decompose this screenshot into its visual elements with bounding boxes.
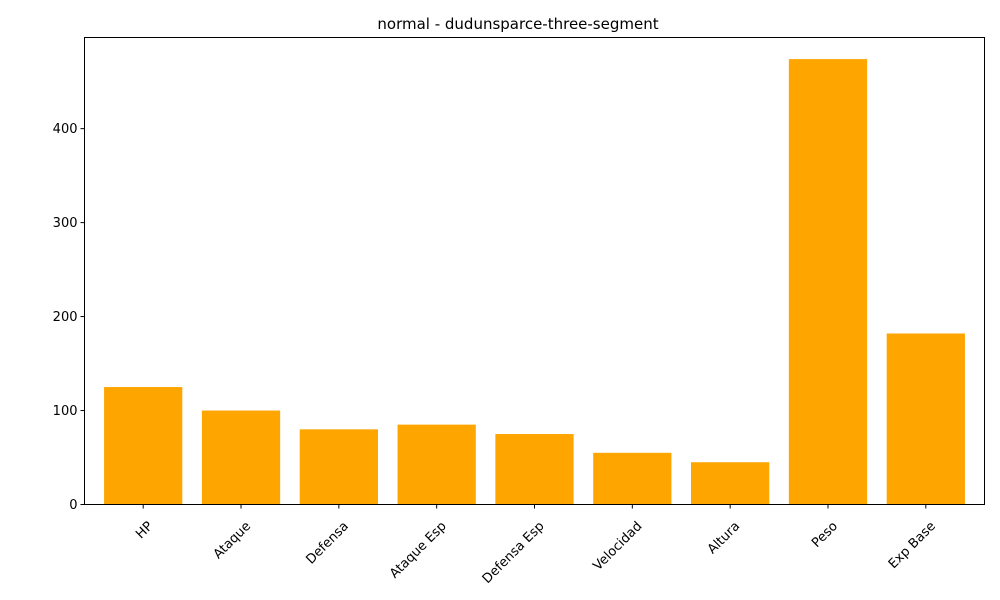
y-tick-label: 200 (53, 310, 78, 325)
bar-peso (788, 59, 868, 505)
bars-group (104, 59, 965, 505)
bar-altura (691, 462, 770, 505)
x-tick-label: Velocidad (590, 519, 645, 574)
y-tick-label: 100 (53, 404, 78, 419)
bar-ataque-esp (397, 424, 476, 505)
y-tick-label: 300 (53, 216, 78, 231)
x-tick-label: Peso (809, 519, 841, 551)
y-tick-label: 0 (69, 498, 77, 513)
x-axis: HP Ataque Defensa Ataque Esp Defensa Esp Velo… (133, 504, 939, 587)
x-tick-label: Exp Base (886, 519, 939, 572)
plot-frame (84, 37, 985, 505)
bar-exp-base (886, 333, 965, 505)
x-tick-label: Defensa Esp (480, 519, 548, 587)
bar-hp (104, 387, 183, 505)
x-tick-label: Defensa (303, 519, 351, 567)
x-tick-label: Ataque (211, 519, 254, 562)
x-tick-label: Altura (705, 519, 743, 557)
bar-defensa-esp (495, 434, 574, 505)
y-tick-label: 400 (53, 122, 78, 137)
bar-ataque (201, 410, 281, 505)
bar-defensa (299, 429, 378, 505)
bar-velocidad (593, 452, 672, 505)
y-axis: 0 100 200 300 400 (53, 122, 85, 513)
x-tick-label: Ataque Esp (387, 519, 450, 582)
chart-title: normal - dudunsparce-three-segment (377, 15, 658, 33)
x-tick-label: HP (133, 519, 156, 542)
